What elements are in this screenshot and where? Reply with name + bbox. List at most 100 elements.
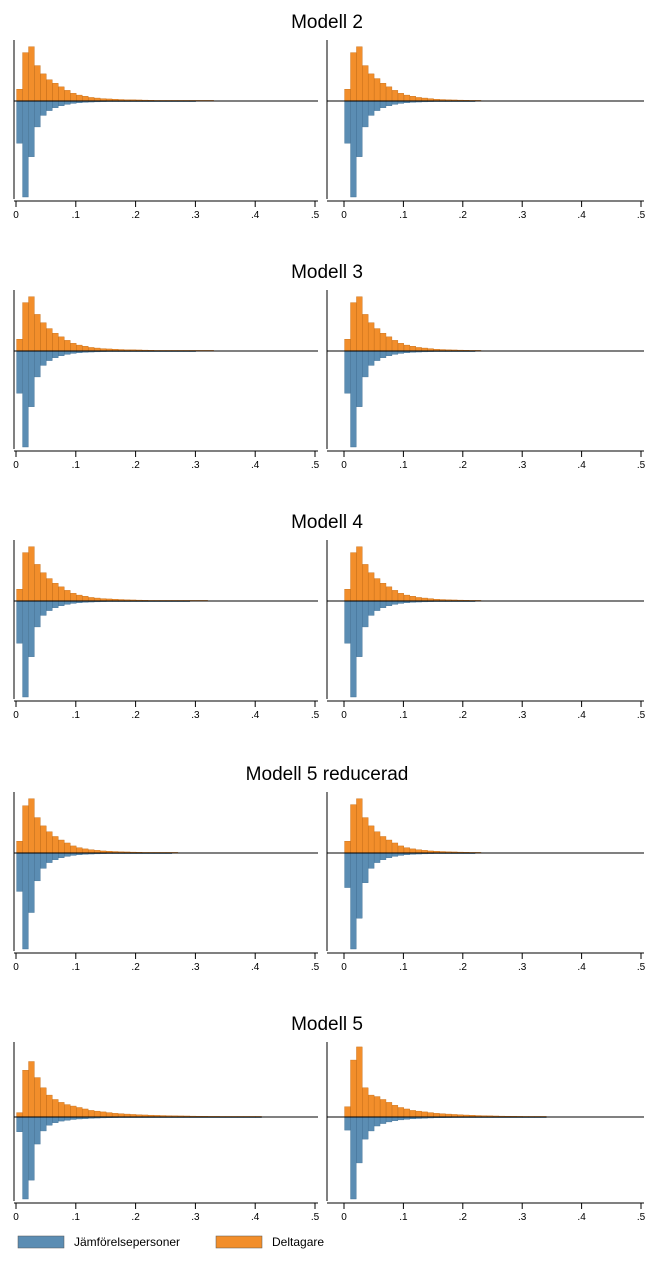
bar-deltagare <box>368 572 375 602</box>
x-tick-label: .5 <box>637 710 646 721</box>
bar-jamforelsepersoner <box>34 600 41 628</box>
legend-swatch <box>215 1235 263 1249</box>
bar-jamforelsepersoner <box>350 600 357 698</box>
bar-jamforelsepersoner <box>46 600 53 611</box>
x-tick-label: .3 <box>518 1212 527 1223</box>
x-tick-label: 0 <box>13 210 19 221</box>
bar-deltagare <box>374 831 381 854</box>
x-tick-label: .1 <box>72 710 81 721</box>
bar-deltagare <box>356 1046 363 1118</box>
bar-deltagare <box>409 1110 416 1118</box>
bar-deltagare <box>64 90 71 102</box>
bar-jamforelsepersoner <box>391 600 399 605</box>
bar-deltagare <box>427 1112 434 1118</box>
bar-deltagare <box>82 1108 89 1118</box>
bar-jamforelsepersoner <box>64 600 71 605</box>
x-tick-label: .5 <box>637 1212 646 1223</box>
bar-jamforelsepersoner <box>344 600 351 644</box>
bar-jamforelsepersoner <box>58 1116 65 1122</box>
bar-jamforelsepersoner <box>362 1116 369 1140</box>
bar-jamforelsepersoner <box>28 1116 35 1181</box>
bar-deltagare <box>82 848 89 854</box>
bar-jamforelsepersoner <box>362 100 369 128</box>
bar-deltagare <box>409 596 416 602</box>
x-tick-label: .5 <box>311 962 320 973</box>
bar-deltagare <box>403 847 410 854</box>
bar-jamforelsepersoner <box>385 1116 393 1123</box>
bar-jamforelsepersoner <box>368 600 375 616</box>
bar-deltagare <box>391 842 399 854</box>
bar-deltagare <box>415 97 422 102</box>
chart-title: Modell 5 <box>291 1014 363 1035</box>
bar-deltagare <box>391 90 399 102</box>
bar-deltagare <box>112 1113 119 1118</box>
bar-jamforelsepersoner <box>350 100 357 198</box>
bar-deltagare <box>350 552 357 602</box>
x-tick-label: .1 <box>399 460 408 471</box>
bar-deltagare <box>421 1111 428 1118</box>
bar-jamforelsepersoner <box>391 1116 399 1121</box>
x-tick-label: .3 <box>191 962 200 973</box>
bar-jamforelsepersoner <box>46 100 53 111</box>
bar-deltagare <box>22 52 29 102</box>
bar-jamforelsepersoner <box>391 852 399 857</box>
bar-deltagare <box>88 597 95 602</box>
bar-deltagare <box>374 328 381 352</box>
bar-jamforelsepersoner <box>22 100 29 198</box>
bar-deltagare <box>433 1113 440 1118</box>
bar-jamforelsepersoner <box>34 100 41 128</box>
bar-jamforelsepersoner <box>40 852 47 869</box>
bar-jamforelsepersoner <box>58 350 65 357</box>
x-tick-label: .1 <box>399 962 408 973</box>
bar-deltagare <box>403 94 410 102</box>
bar-deltagare <box>34 1077 41 1118</box>
x-tick-label: .1 <box>399 710 408 721</box>
bar-jamforelsepersoner <box>52 100 59 108</box>
bar-jamforelsepersoner <box>391 100 399 105</box>
bar-jamforelsepersoner <box>374 1116 381 1127</box>
bar-deltagare <box>52 836 59 854</box>
bar-deltagare <box>356 798 363 854</box>
legend-label: Jämförelsepersoner <box>74 1235 180 1249</box>
bar-jamforelsepersoner <box>46 852 53 863</box>
bar-jamforelsepersoner <box>350 1116 357 1200</box>
x-tick-label: .3 <box>518 710 527 721</box>
bar-deltagare <box>16 1112 23 1118</box>
bar-deltagare <box>368 1094 375 1118</box>
bar-jamforelsepersoner <box>385 350 393 357</box>
bar-jamforelsepersoner <box>356 600 363 657</box>
bar-deltagare <box>22 805 29 854</box>
x-tick-label: .1 <box>72 962 81 973</box>
bar-deltagare <box>22 552 29 602</box>
bar-deltagare <box>415 1110 422 1118</box>
x-tick-label: .1 <box>72 210 81 221</box>
bar-jamforelsepersoner <box>344 852 351 888</box>
x-tick-label: .3 <box>518 962 527 973</box>
bar-deltagare <box>397 593 404 602</box>
bar-deltagare <box>46 831 53 854</box>
bar-deltagare <box>88 1110 95 1118</box>
bar-deltagare <box>397 93 404 102</box>
bar-jamforelsepersoner <box>356 350 363 407</box>
x-tick-label: 0 <box>341 962 347 973</box>
bar-deltagare <box>58 586 65 602</box>
bar-jamforelsepersoner <box>40 100 47 116</box>
bar-deltagare <box>350 1059 357 1118</box>
bar-deltagare <box>391 340 399 352</box>
x-tick-label: .4 <box>251 460 260 471</box>
bar-deltagare <box>409 848 416 854</box>
x-tick-label: .1 <box>399 1212 408 1223</box>
bar-deltagare <box>362 564 369 602</box>
bar-jamforelsepersoner <box>344 350 351 394</box>
bar-deltagare <box>409 346 416 352</box>
x-tick-label: .2 <box>459 962 468 973</box>
bar-deltagare <box>16 88 23 102</box>
x-tick-label: .5 <box>311 460 320 471</box>
bar-deltagare <box>76 847 83 854</box>
bar-jamforelsepersoner <box>58 852 65 859</box>
bar-deltagare <box>58 839 65 854</box>
bar-deltagare <box>58 1102 65 1118</box>
bar-jamforelsepersoner <box>34 350 41 378</box>
